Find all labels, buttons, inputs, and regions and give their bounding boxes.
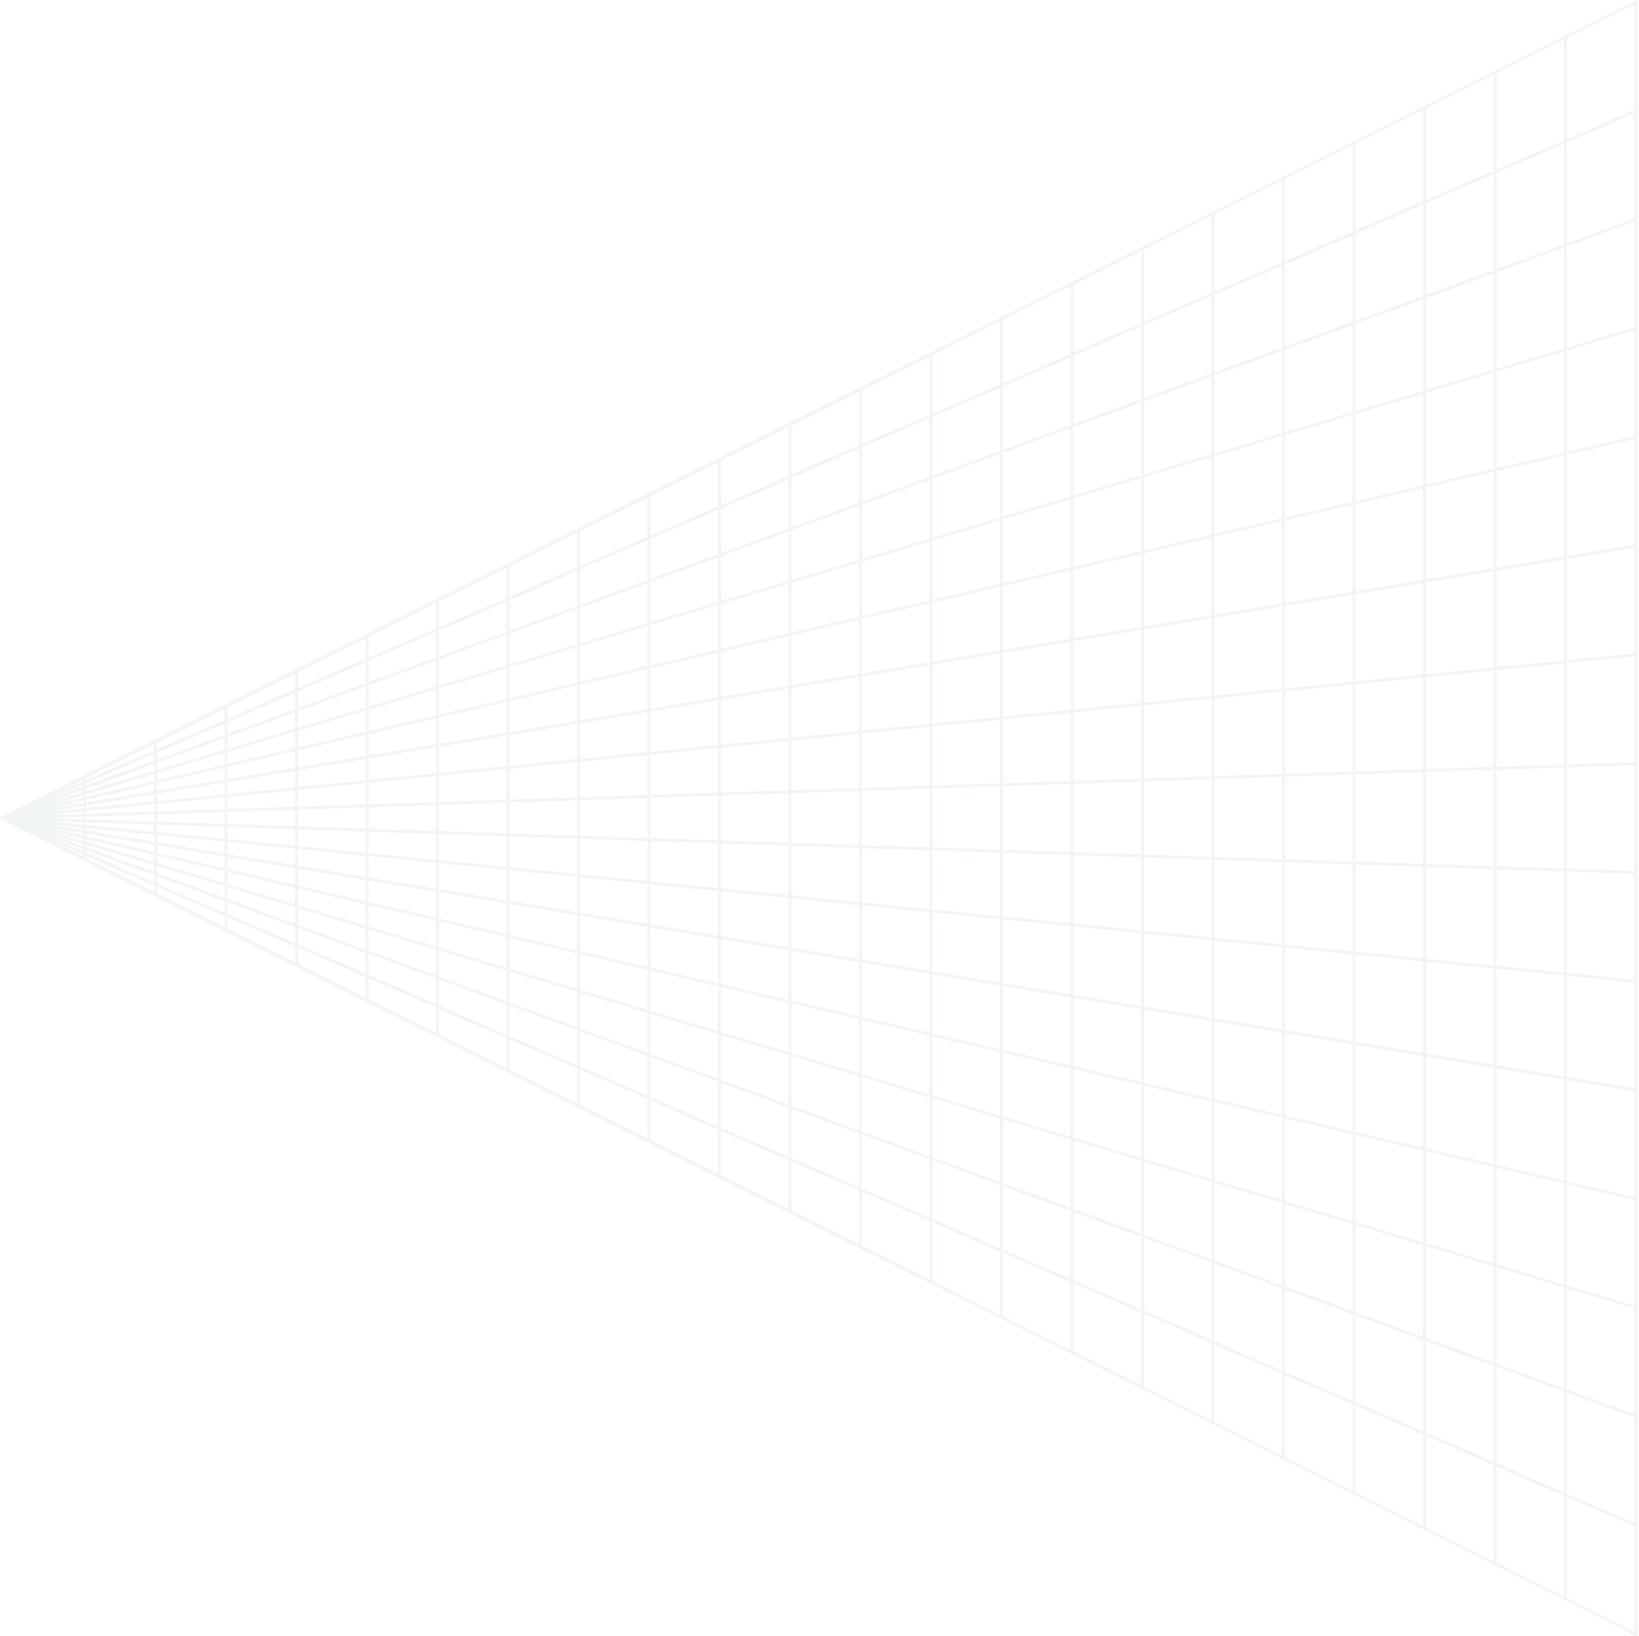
fan-line [0, 816, 1638, 1418]
fan-line [0, 816, 1638, 983]
fan-line [0, 816, 1638, 1636]
fan-line [0, 653, 1638, 820]
fan-line [0, 435, 1638, 820]
fan-line [0, 816, 1638, 1527]
fan-line [0, 816, 1638, 1201]
fan-line [0, 816, 1638, 1310]
fan-line [0, 218, 1638, 820]
fan-line [0, 816, 1638, 874]
fan-line [0, 0, 1638, 820]
fan-line [0, 816, 1638, 1092]
fan-line [0, 544, 1638, 820]
fan-line [0, 109, 1638, 820]
fan-line [0, 762, 1638, 820]
fan-line [0, 326, 1638, 820]
